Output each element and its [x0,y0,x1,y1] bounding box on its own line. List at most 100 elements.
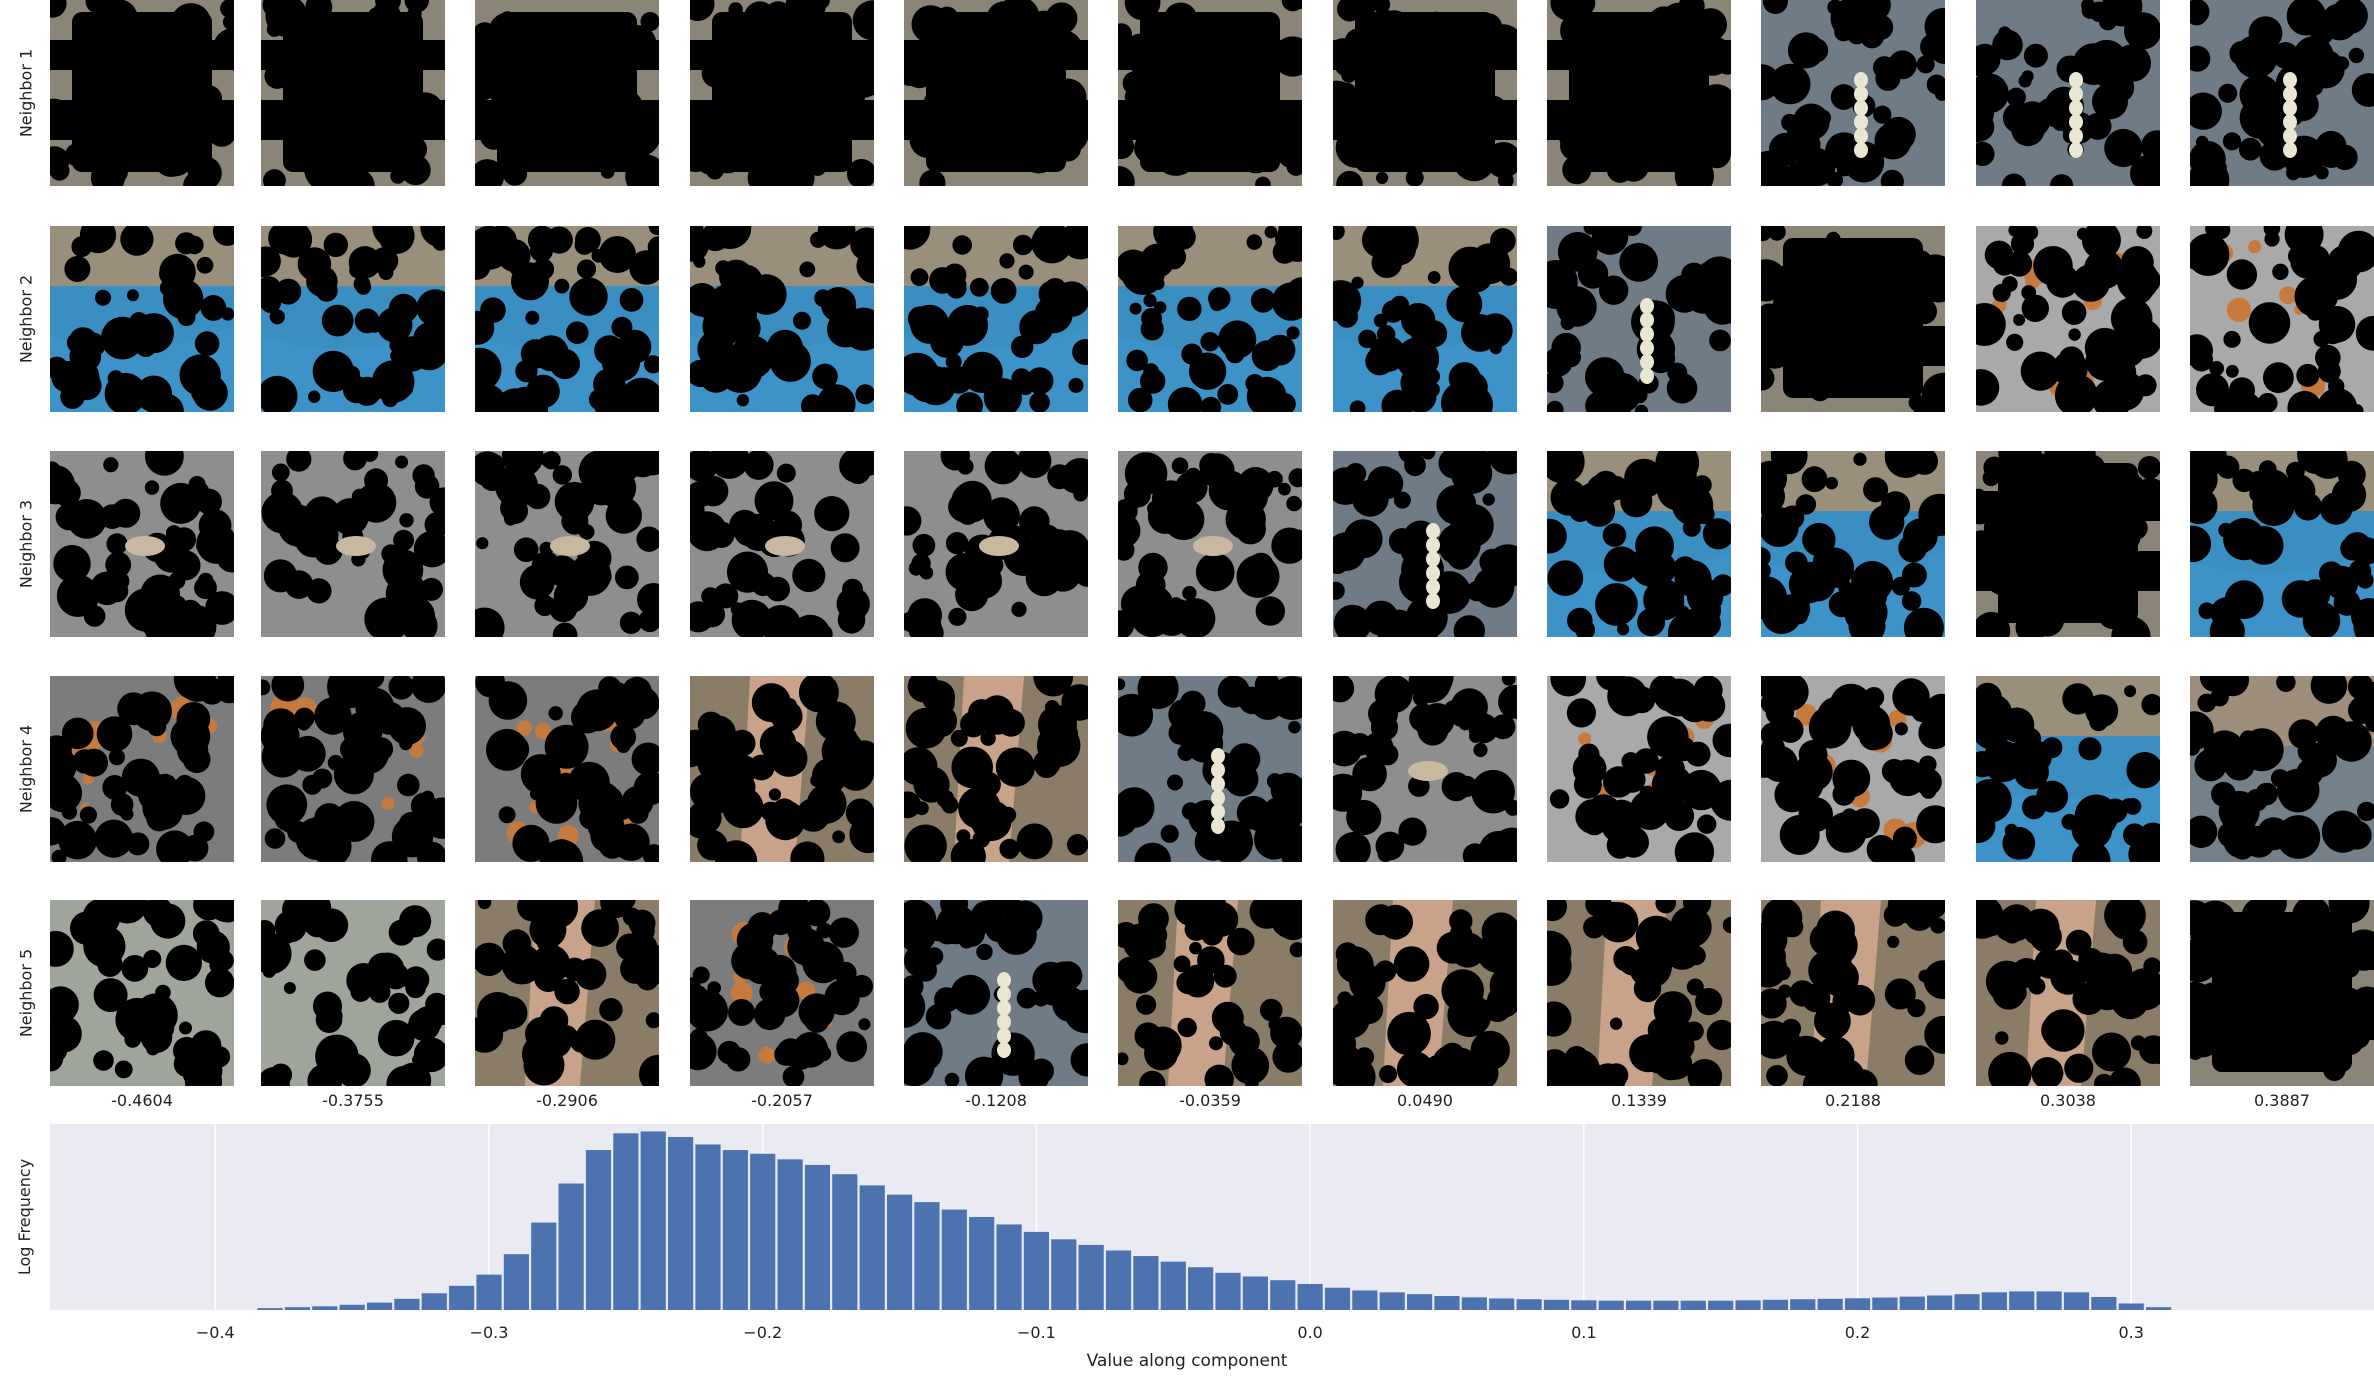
neighbor-image-tile [475,900,659,1086]
neighbor-image-tile [261,676,445,862]
histogram-bar [1708,1300,1734,1310]
neighbor-image-tile [261,900,445,1086]
histogram-bar [1543,1299,1570,1310]
row-label-text: Neighbor 3 [16,499,36,589]
neighbor-image-tile [1761,900,1945,1086]
histogram-bar [1790,1299,1816,1310]
x-tick-label: 0.3 [2119,1323,2144,1342]
neighbor-image-tile [904,226,1088,412]
histogram-bar [1817,1298,1843,1310]
neighbor-image-tile [904,451,1088,637]
neighbor-image-tile [261,451,445,637]
histogram-bar [1762,1299,1789,1310]
histogram-bar [1324,1287,1351,1310]
neighbor-image-tile [1976,226,2160,412]
neighbor-image-tile [1118,0,1302,186]
histogram-bar [1434,1296,1460,1310]
histogram-bar [1379,1292,1405,1310]
neighbor-image-tile [1333,0,1517,186]
histogram-bar [832,1174,858,1310]
neighbor-image-tile [1118,226,1302,412]
histogram-bar [1653,1300,1679,1310]
histogram-bar [859,1185,885,1310]
histogram-bar [1872,1297,1898,1310]
histogram-bar [1844,1298,1871,1310]
histogram-bar [585,1150,612,1310]
histogram-bar [2146,1307,2172,1310]
histogram-bar [284,1307,311,1310]
x-tick-label: 0.1 [1571,1323,1596,1342]
column-value-label: -0.2057 [751,1091,813,1110]
histogram-bar [531,1222,557,1310]
neighbor-image-tile [1976,900,2160,1086]
histogram-bar [476,1274,502,1310]
neighbor-image-tile [2190,900,2374,1086]
neighbor-image-tile [1547,0,1731,186]
histogram-bar [1051,1239,1077,1310]
histogram-bar [1023,1231,1050,1310]
row-label-text: Neighbor 4 [16,724,36,814]
neighbor-image-tile [50,900,234,1086]
row-label-text: Neighbor 5 [16,948,36,1038]
histogram-bar [886,1194,913,1310]
neighbor-image-tile [690,0,874,186]
neighbor-image-tile [261,226,445,412]
neighbor-image-tile [2190,0,2374,186]
histogram-bar [1270,1280,1296,1310]
histogram-bar [1407,1294,1433,1310]
histogram-bar [750,1153,776,1310]
histogram-bar [1078,1244,1104,1310]
histogram-bar [2118,1303,2144,1310]
histogram-bar [969,1217,995,1310]
neighbor-image-tile [475,226,659,412]
column-value-label: -0.0359 [1179,1091,1241,1110]
neighbor-image-tile [904,0,1088,186]
histogram-bar [1571,1300,1597,1310]
histogram-bar [1735,1300,1761,1310]
column-value-label: -0.1208 [965,1091,1027,1110]
neighbor-image-tile [1547,451,1731,637]
histogram-bar [449,1285,475,1310]
column-value-label: 0.0490 [1397,1091,1453,1110]
histogram-bar [1242,1276,1268,1310]
neighbor-image-tile [1547,226,1731,412]
histogram-bar [1297,1283,1323,1310]
histogram-bar [613,1133,639,1310]
x-axis-label: Value along component [1087,1351,1288,1371]
neighbor-image-tile [1976,676,2160,862]
x-tick-label: −0.2 [743,1323,782,1342]
histogram-bar [722,1150,748,1310]
neighbor-image-tile [1118,451,1302,637]
neighbor-image-tile [261,0,445,186]
neighbor-image-tile [50,451,234,637]
row-label-text: Neighbor 2 [16,274,36,364]
histogram-bar [2009,1291,2035,1310]
histogram-bar [1133,1256,1159,1310]
column-value-label: 0.1339 [1611,1091,1667,1110]
histogram-bar [777,1159,803,1310]
neighbor-image-tile [1761,226,1945,412]
neighbor-image-tile [50,0,234,186]
column-value-label: 0.2188 [1825,1091,1881,1110]
neighbor-image-tile [2190,676,2374,862]
neighbor-image-tile [475,451,659,637]
histogram-bar [1954,1294,1980,1310]
histogram-bar [1899,1296,1925,1310]
histogram-bar [394,1298,420,1310]
neighbor-image-tile [475,0,659,186]
neighbor-image-tile [2190,451,2374,637]
neighbor-image-tile [904,900,1088,1086]
row-label-text: Neighbor 1 [16,48,36,138]
neighbor-image-tile [50,226,234,412]
column-value-label: -0.3755 [322,1091,384,1110]
neighbor-image-tile [1547,676,1731,862]
histogram-bar [1105,1250,1132,1310]
y-axis-label: Log Frequency [15,1159,34,1275]
neighbor-image-tile [1761,451,1945,637]
neighbor-image-tile [1118,676,1302,862]
column-value-label: -0.4604 [111,1091,173,1110]
histogram-bar [339,1304,365,1310]
histogram-bar [1188,1267,1214,1310]
histogram-bar [257,1308,283,1310]
histogram-bar [2063,1292,2090,1310]
